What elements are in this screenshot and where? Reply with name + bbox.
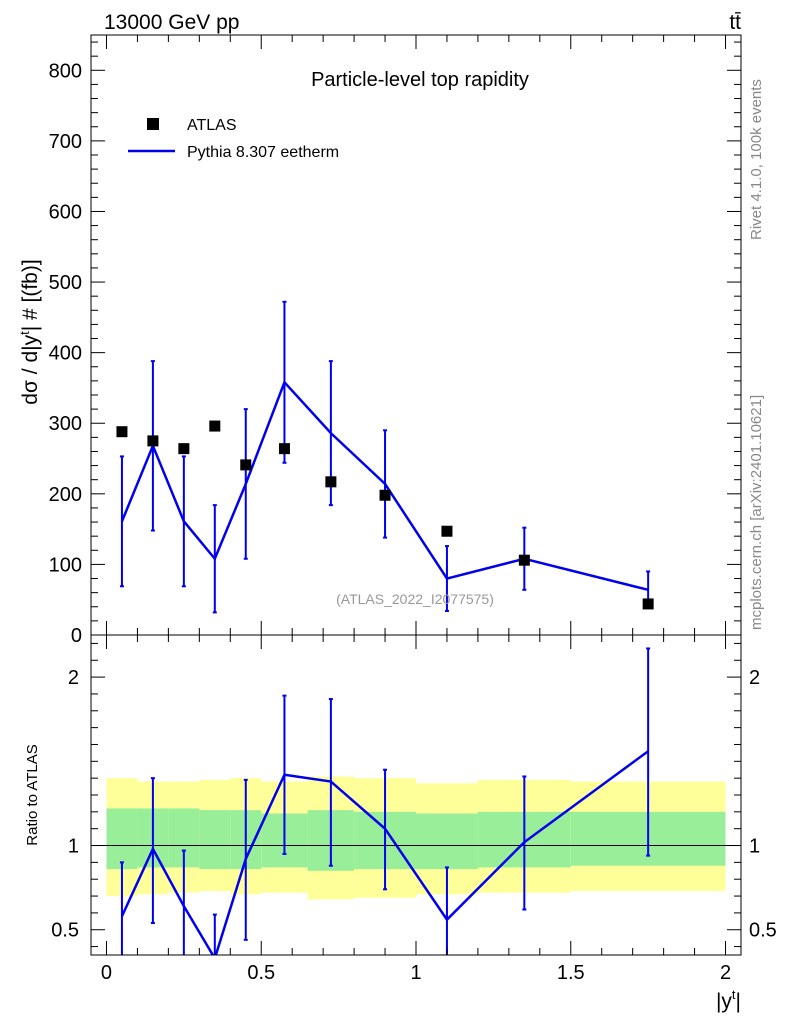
x-axis-label: |yt| xyxy=(716,987,741,1013)
y-tick-label: 500 xyxy=(49,272,82,294)
y-tick-label: 0 xyxy=(71,625,82,647)
y-tick-label: 400 xyxy=(49,343,82,365)
atlas-data-point xyxy=(116,426,128,438)
legend-atlas-label: ATLAS xyxy=(187,117,237,134)
y-tick-label: 800 xyxy=(49,60,82,82)
main-plot-panel: 0 100 200 300 400 500 600 700 800 Particle-level… xyxy=(17,34,742,647)
legend: ATLAS Pythia 8.307 eetherm xyxy=(128,117,339,161)
atlas-data-point xyxy=(379,489,391,501)
main-data-layer xyxy=(116,300,654,614)
legend-pythia-label: Pythia 8.307 eetherm xyxy=(187,144,339,161)
atlas-data-point xyxy=(209,420,221,432)
mc-series-line xyxy=(120,379,649,592)
atlas-data-point xyxy=(325,476,337,488)
atlas-data-point xyxy=(147,435,159,447)
ratio-band-inner xyxy=(106,808,138,870)
ratio-series-line xyxy=(120,750,649,955)
y-tick-label: 100 xyxy=(49,554,82,576)
ratio-band-inner xyxy=(199,810,231,870)
process-label: tt̄ xyxy=(729,11,741,34)
ratio-data-layer xyxy=(119,647,651,955)
y-tick-label: 600 xyxy=(49,201,82,223)
ratio-axis-ticks: 0.5 0.5 1 1 2 2 xyxy=(51,642,777,948)
ratio-uncertainty-bands xyxy=(106,776,726,900)
ratio-y-tick-label: 0.5 xyxy=(51,920,79,942)
ratio-band-inner xyxy=(416,813,478,870)
x-tick-label: 1.5 xyxy=(557,962,585,984)
x-tick-label: 1 xyxy=(410,962,421,984)
y-axis-label-main: dσ / d|yt| # [(fb)] xyxy=(17,259,42,404)
x-tick-label: 0 xyxy=(101,962,112,984)
atlas-data-point xyxy=(278,443,290,455)
analysis-id: (ATLAS_2022_I2077575) xyxy=(336,591,494,607)
legend-atlas-marker xyxy=(147,118,159,130)
ratio-y-tick-label-right: 1 xyxy=(749,836,760,858)
y-tick-label: 300 xyxy=(49,413,82,435)
main-axis-ticks: 0 100 200 300 400 500 600 700 800 xyxy=(49,41,741,647)
energy-label: 13000 GeV pp xyxy=(104,11,239,34)
y-label-main-sup: t xyxy=(17,331,32,335)
ratio-y-tick-label-right: 2 xyxy=(749,667,760,689)
y-tick-label: 700 xyxy=(49,131,82,153)
atlas-data-point xyxy=(518,554,530,566)
x-tick-label: 0.5 xyxy=(247,962,275,984)
x-tick-label: 2 xyxy=(720,962,731,984)
ratio-y-tick-label: 2 xyxy=(68,667,79,689)
x-axis-ticks: 0 0.5 1 1.5 2 xyxy=(101,35,731,984)
x-label-part: |y xyxy=(716,990,732,1013)
plot-title: Particle-level top rapidity xyxy=(311,69,529,91)
atlas-data-point xyxy=(178,443,190,455)
ratio-y-tick-label-right: 0.5 xyxy=(749,920,777,942)
atlas-data-point xyxy=(642,598,654,610)
ratio-plot-panel: 0.5 0.5 1 1 2 2 Ratio to ATLAS xyxy=(24,634,777,956)
y-label-main-tail: | # [(fb)] xyxy=(19,259,42,331)
y-axis-label-ratio: Ratio to ATLAS xyxy=(24,744,41,845)
y-label-main-part: dσ / d|y xyxy=(19,334,42,404)
x-label-close: | xyxy=(736,990,741,1013)
rivet-label: Rivet 4.1.0, 100k events xyxy=(748,79,765,240)
atlas-data-point xyxy=(240,459,252,471)
mcplots-label: mcplots.cern.ch [arXiv:2401.10621] xyxy=(748,395,765,630)
ratio-y-tick-label: 1 xyxy=(68,836,79,858)
x-label-sup: t xyxy=(732,987,736,1002)
y-tick-label: 200 xyxy=(49,484,82,506)
atlas-data-point xyxy=(441,525,453,537)
